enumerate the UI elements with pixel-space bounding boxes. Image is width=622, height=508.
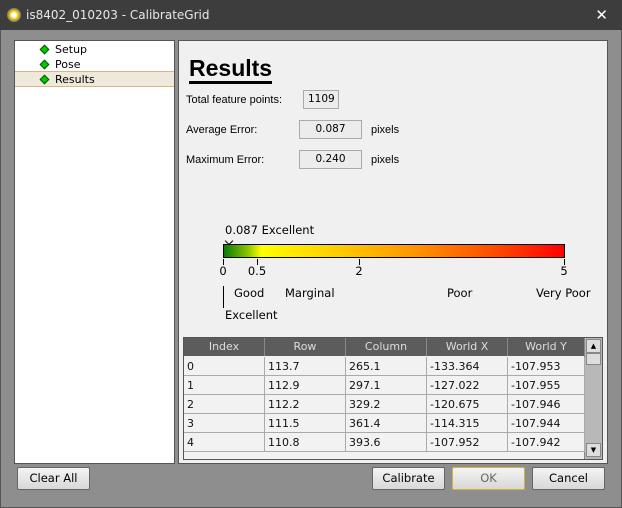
status-diamond-icon [39, 44, 50, 55]
scale-tick-label: 0 [219, 264, 227, 278]
table-cell[interactable]: 113.7 [265, 357, 346, 376]
column-header[interactable]: Column [346, 338, 427, 356]
avg-value: 0.087 [299, 120, 362, 139]
table-cell[interactable]: -107.946 [508, 395, 585, 414]
nav-label: Pose [55, 58, 81, 71]
table-cell[interactable]: 4 [184, 433, 265, 452]
table-cell[interactable]: 297.1 [346, 376, 427, 395]
category-very-poor: Very Poor [536, 286, 591, 300]
results-panel: Results Total feature points: 1109 Avera… [178, 40, 608, 464]
table-cell[interactable]: -107.942 [508, 433, 585, 452]
table-cell[interactable]: -120.675 [427, 395, 508, 414]
table-cell[interactable]: 111.5 [265, 414, 346, 433]
scale-tick-label: 0.5 [247, 264, 267, 278]
table-cell[interactable]: 110.8 [265, 433, 346, 452]
category-poor: Poor [447, 286, 473, 300]
scroll-thumb[interactable] [586, 353, 601, 365]
scale-tick-label: 2 [355, 264, 363, 278]
table-cell[interactable]: -133.364 [427, 357, 508, 376]
nav-item-pose[interactable]: Pose [15, 57, 174, 72]
window-title: is8402_010203 - CalibrateGrid [26, 8, 210, 22]
status-diamond-icon [39, 59, 50, 70]
scale-tick [564, 259, 565, 265]
total-label: Total feature points: [186, 94, 283, 106]
table-cell[interactable]: -107.952 [427, 433, 508, 452]
nav-item-setup[interactable]: Setup [15, 42, 174, 57]
category-marginal: Marginal [285, 286, 335, 300]
table-cell[interactable]: 112.9 [265, 376, 346, 395]
scroll-up-icon[interactable]: ▲ [586, 339, 601, 353]
scale-tick-label: 5 [560, 264, 568, 278]
column-header[interactable]: Row [265, 338, 346, 356]
scale-tick [223, 259, 224, 265]
cancel-button[interactable]: Cancel [532, 467, 605, 490]
nav-item-results[interactable]: Results [15, 71, 174, 87]
column-header[interactable]: World X [427, 338, 508, 356]
title-bar: is8402_010203 - CalibrateGrid ✕ [0, 0, 622, 30]
max-value: 0.240 [299, 150, 362, 169]
table-cell[interactable]: 1 [184, 376, 265, 395]
table-cell[interactable]: -114.315 [427, 414, 508, 433]
table-cell[interactable]: -107.955 [508, 376, 585, 395]
step-nav: Setup Pose Results [14, 40, 175, 464]
table-cell[interactable]: -107.944 [508, 414, 585, 433]
table-cell[interactable]: 361.4 [346, 414, 427, 433]
close-icon[interactable]: ✕ [595, 6, 608, 24]
scale-tick [257, 259, 258, 265]
table-cell[interactable]: 329.2 [346, 395, 427, 414]
scale-tick [359, 259, 360, 265]
calibrate-button[interactable]: Calibrate [372, 467, 445, 490]
ok-button[interactable]: OK [452, 467, 525, 490]
excellent-divider [223, 286, 224, 308]
table-cell[interactable]: 265.1 [346, 357, 427, 376]
table-cell[interactable]: 393.6 [346, 433, 427, 452]
max-unit: pixels [371, 154, 400, 166]
nav-label: Setup [55, 43, 88, 56]
table-cell[interactable]: 3 [184, 414, 265, 433]
app-icon [7, 8, 21, 22]
feature-points-table[interactable]: ▲ ▼ Index Row Column World X World Y 0 113.7 26… [183, 337, 603, 460]
nav-label: Results [55, 73, 95, 86]
table-cell[interactable]: 2 [184, 395, 265, 414]
clear-all-button[interactable]: Clear All [17, 467, 90, 490]
page-title: Results [189, 55, 273, 84]
avg-label: Average Error: [186, 124, 258, 136]
table-cell[interactable]: -107.953 [508, 357, 585, 376]
table-cell[interactable]: 112.2 [265, 395, 346, 414]
status-diamond-icon [39, 74, 50, 85]
marker-label: 0.087 Excellent [225, 223, 315, 237]
total-value: 1109 [303, 90, 339, 109]
max-label: Maximum Error: [186, 154, 265, 166]
table-cell[interactable]: 0 [184, 357, 265, 376]
column-header[interactable]: Index [184, 338, 265, 356]
category-excellent: Excellent [225, 308, 278, 322]
scroll-down-icon[interactable]: ▼ [586, 443, 601, 457]
avg-unit: pixels [371, 124, 400, 136]
column-header[interactable]: World Y [508, 338, 585, 356]
table-scrollbar[interactable]: ▲ ▼ [584, 338, 602, 459]
table-cell[interactable]: -127.022 [427, 376, 508, 395]
error-scale-bar [223, 244, 565, 258]
category-good: Good [234, 286, 265, 300]
